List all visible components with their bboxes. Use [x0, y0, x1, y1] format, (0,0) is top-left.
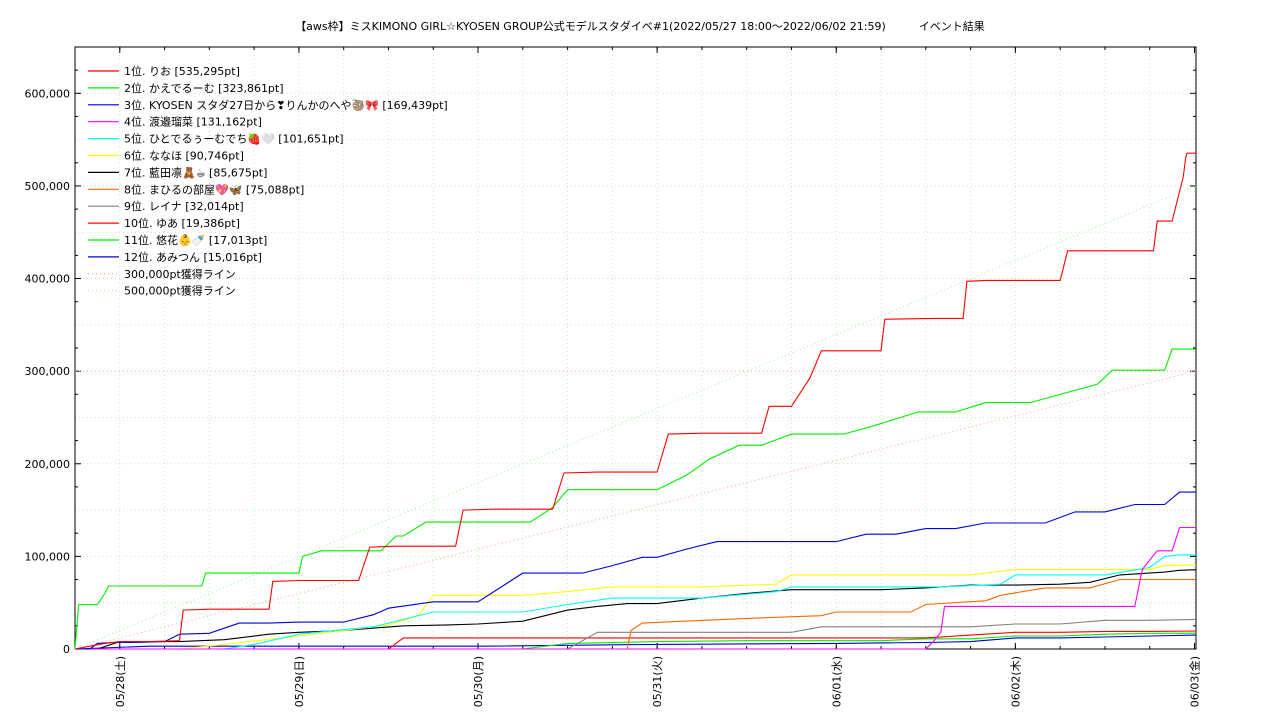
legend-label-14: 500,000pt獲得ライン [124, 285, 236, 298]
x-tick-label: 05/31(火) [651, 656, 664, 707]
x-tick-label: 05/29(日) [293, 656, 306, 707]
series-line-11 [75, 632, 1197, 650]
legend-label-8: 8位. まひるの部屋💖🦋 [75,088pt] [124, 182, 304, 196]
y-tick-label: 300,000 [25, 365, 71, 378]
y-tick-label: 200,000 [25, 458, 71, 471]
reference-line-1 [74, 370, 1197, 650]
x-tick-label: 05/28(土) [114, 656, 127, 707]
x-tick-label: 06/01(水) [830, 656, 843, 707]
series-line-9 [75, 618, 1197, 650]
legend-label-3: 3位. KYOSEN スタダ27日から❣りんかのへや🦥🎀 [169,439pt] [124, 98, 448, 112]
legend-label-10: 10位. ゆあ [19,386pt] [124, 216, 240, 230]
series-line-12 [74, 634, 1197, 650]
series-line-6 [75, 564, 1197, 650]
y-tick-label: 100,000 [25, 550, 71, 563]
legend-label-6: 6位. ななほ [90,746pt] [124, 149, 244, 163]
series-line-8 [75, 578, 1196, 650]
legend-label-5: 5位. ひとでるぅーむでち🍓🤍 [101,651pt] [124, 132, 344, 146]
chart-title: 【aws枠】ミスKIMONO GIRL☆KYOSEN GROUP公式モデルスタダ… [295, 20, 985, 33]
series-line-2 [74, 348, 1196, 650]
x-tick-label: 06/02(木) [1009, 656, 1022, 707]
legend-label-1: 1位. りお [535,295pt] [124, 64, 240, 78]
series-line-3 [75, 491, 1196, 650]
series-line-4 [75, 526, 1196, 650]
series-line-1 [74, 152, 1196, 650]
legend-label-12: 12位. あみつん [15,016pt] [124, 250, 262, 264]
series-line-10 [75, 630, 1197, 650]
legend-label-7: 7位. 藍田凛🧸☕ [85,675pt] [124, 165, 267, 179]
series-line-7 [75, 569, 1197, 650]
legend-label-11: 11位. 悠花👶🍼 [17,013pt] [124, 233, 267, 247]
legend-label-13: 300,000pt獲得ライン [124, 268, 236, 281]
y-tick-label: 600,000 [25, 87, 71, 100]
y-tick-label: 500,000 [25, 180, 71, 193]
legend-label-2: 2位. かえでるーむ [323,861pt] [124, 81, 284, 95]
x-tick-label: 05/30(月) [472, 656, 485, 707]
y-tick-label: 400,000 [25, 273, 71, 286]
legend-label-9: 9位. レイナ [32,014pt] [124, 199, 244, 213]
y-tick-label: 0 [63, 643, 70, 656]
x-tick-label: 06/03(金) [1188, 656, 1202, 707]
legend-label-4: 4位. 渡邉瑠菜 [131,162pt] [124, 115, 262, 129]
series-line-5 [75, 554, 1196, 650]
